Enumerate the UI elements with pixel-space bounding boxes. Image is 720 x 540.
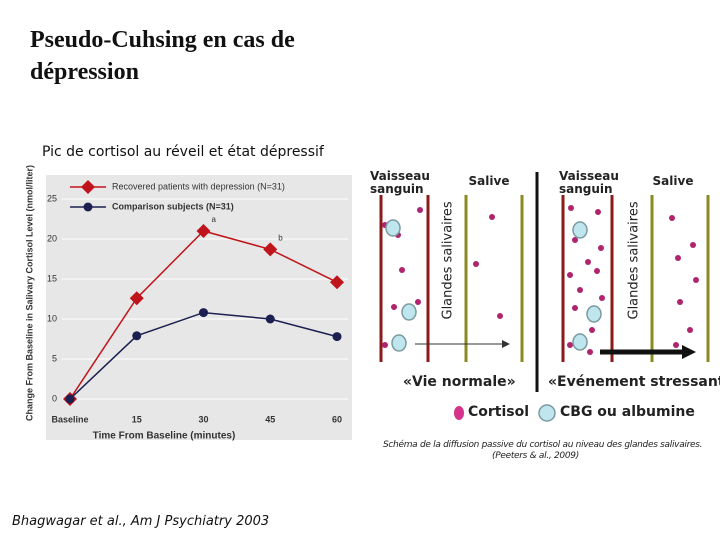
x-tick-label: 30 [198,414,208,424]
data-point [65,394,75,404]
slide-title: Pseudo-Cuhsing en cas de dépression [30,27,295,85]
y-tick-label: 5 [52,353,57,363]
x-tick-label: Baseline [51,414,88,424]
data-point [263,242,278,257]
vessel-label: Vaisseau sanguin [370,169,430,196]
y-tick-label: 0 [52,393,57,403]
citation: Bhagwagar et al., Am J Psychiatry 2003 [12,514,270,529]
data-point [265,314,275,324]
annotation: a [212,215,217,224]
data-point [196,224,211,238]
x-tick-label: 15 [132,414,142,424]
data-point [330,275,344,290]
data-point [81,180,95,194]
x-tick-label: 45 [265,414,275,424]
vessel-label: Vaisseau sanguin [559,169,619,196]
legend-label: Recovered patients with depression (N=31… [112,181,285,191]
normal-label: «Vie normale» [403,374,516,390]
stress-label: «Evénement stressant» [548,374,720,390]
x-tick-label: 60 [332,414,342,424]
annotation: b [278,234,283,243]
y-tick-label: 10 [47,313,57,323]
glands-label: Glandes salivaires [626,201,642,320]
legend-label: Comparison subjects (N=31) [112,201,234,211]
diagram [379,172,710,422]
data-point [129,291,144,306]
y-axis-label: Change From Baseline in Salivary Cortiso… [24,165,34,421]
chart-title: Pic de cortisol au réveil et état dépres… [42,144,324,160]
data-point [332,332,342,342]
y-tick-label: 25 [47,193,57,203]
diagram-caption: Schéma de la diffusion passive du cortis… [383,440,703,450]
data-point [83,202,93,212]
plot-background [46,175,352,440]
data-point [132,331,142,341]
saliva-label: Salive [652,174,694,188]
y-tick-label: 20 [47,233,57,243]
glands-label: Glandes salivaires [440,201,456,320]
data-point [199,308,208,318]
legend-cbg: CBG ou albumine [560,404,695,420]
x-axis-label: Time From Baseline (minutes) [93,431,236,442]
saliva-label: Salive [468,174,510,188]
legend-cortisol: Cortisol [468,404,530,420]
diagram-source: (Peeters & al., 2009) [492,451,579,461]
y-tick-label: 15 [47,273,57,283]
